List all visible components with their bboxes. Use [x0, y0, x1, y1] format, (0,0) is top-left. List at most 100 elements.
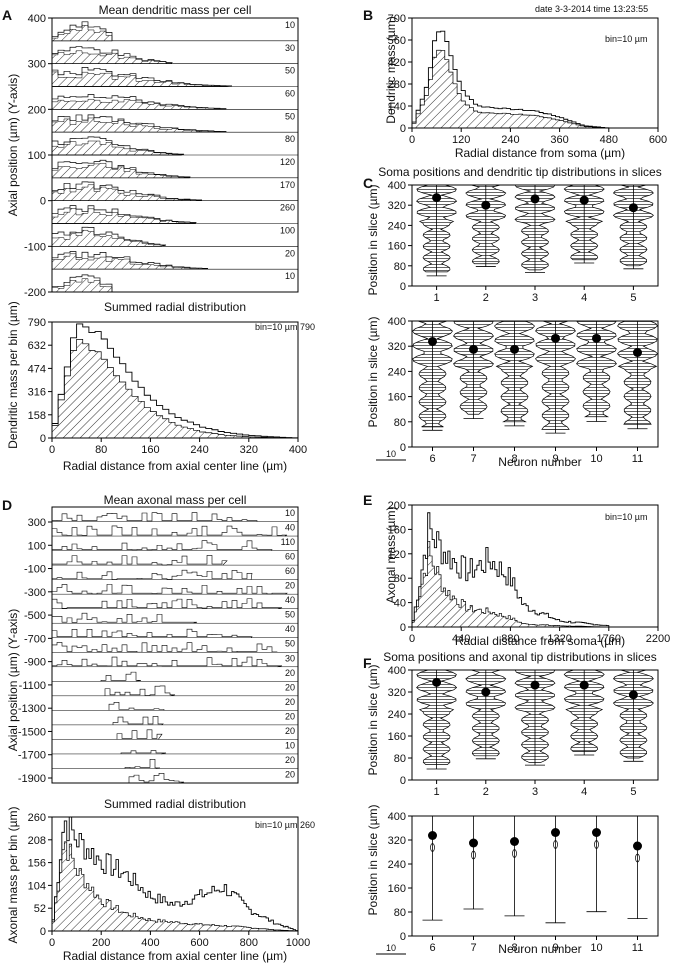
panel-a-row-hatched [51, 98, 227, 110]
date-stamp: date 3-3-2014 time 13:23:55 [535, 4, 648, 14]
D2-xtick-label: 1000 [286, 937, 310, 949]
A2-hatched-series [51, 339, 299, 439]
C-1-ytick-label: 320 [388, 341, 406, 353]
A2-xtick-label: 80 [95, 444, 107, 456]
panel-d-ytick-label: -300 [24, 587, 46, 599]
F-0-ytick-label: 320 [388, 687, 406, 699]
D2-ytick-label: 52 [34, 903, 46, 915]
panel-f-ylabel-bottom: Position in slice (µm) [366, 805, 380, 916]
F-xtick-label: 1 [434, 786, 440, 798]
panel-d-row-label: 20 [285, 682, 295, 692]
F-0-ytick-label: 160 [388, 731, 406, 743]
panel-d-row-label: 20 [285, 668, 295, 678]
F-xtick-label: 5 [630, 786, 636, 798]
F-xtick-label: 8 [511, 942, 517, 954]
panel-a-ytick-label: 200 [28, 104, 46, 116]
panel-d-row-outline [51, 569, 253, 580]
A2-xtick-label: 320 [240, 444, 258, 456]
panel-a-row-label: 260 [280, 203, 295, 213]
panel-a-row-outline [51, 21, 113, 42]
panel-d2-bin: bin=10 µm [255, 820, 297, 830]
C-0-ytick-label: 400 [388, 180, 406, 192]
F-1-ytick-label: 160 [388, 883, 406, 895]
panel-a-row-label: 10 [285, 271, 295, 281]
F-soma-point [551, 828, 560, 837]
panel-d-row-outline [108, 701, 165, 711]
panel-d-row-label: 20 [285, 726, 295, 736]
panel-d-row-outline [112, 716, 164, 726]
panel-f-xlabel: Neuron number [498, 942, 581, 956]
panel-d-row-label: 60 [285, 552, 295, 562]
F-tip-distribution [416, 669, 458, 765]
panel-a-ytick-label: -100 [24, 241, 46, 253]
F-xtick-label: 4 [581, 786, 587, 798]
D2-ytick-label: 0 [40, 926, 46, 938]
panel-d2-xlabel: Radial distance from axial center line (… [63, 949, 287, 963]
panel-a-row-outline [51, 67, 233, 87]
F-tip-marker [635, 853, 640, 863]
E-xtick-label: 2200 [646, 633, 670, 645]
panel-d-row-outline [51, 612, 198, 624]
panel-letter-f: F [363, 655, 372, 671]
B-xtick-label: 0 [409, 134, 415, 146]
panel-a-row-hatched [51, 278, 113, 293]
E-xtick-label: 880 [501, 633, 519, 645]
A2-ytick-label: 316 [28, 387, 46, 399]
F-tip-marker [594, 840, 599, 849]
C-soma-point [579, 195, 589, 205]
C-tip-distribution [514, 184, 556, 271]
panel-d-row-outline [51, 512, 258, 522]
D2-xtick-label: 400 [141, 937, 159, 949]
panel-d-ytick-label: 300 [28, 517, 46, 529]
C-soma-point [481, 200, 491, 210]
panel-a-row-label: 170 [280, 180, 295, 190]
C-tip-distribution [563, 184, 605, 261]
C-xtick-label: 7 [470, 453, 476, 465]
C-soma-point [510, 344, 519, 354]
panel-b-bin: bin=10 µm [605, 34, 647, 44]
F-soma-point [633, 841, 642, 851]
C-soma-point [551, 333, 560, 343]
B-ytick-label: 560 [388, 35, 406, 47]
panel-d-row-outline [120, 750, 167, 755]
C-tip-distribution [494, 320, 535, 423]
F-xtick-label: 3 [532, 786, 538, 798]
F-tip-marker [512, 849, 517, 858]
B-xtick-label: 360 [550, 134, 568, 146]
C-xtick-label: 5 [630, 292, 636, 304]
panel-a-row-outline [51, 181, 203, 202]
panel-letter-a: A [2, 7, 12, 23]
panel-d-ytick-label: -1700 [18, 750, 46, 762]
D2-ytick-label: 104 [28, 880, 46, 892]
C-xtick-label: 11 [632, 453, 643, 465]
panel-a-row-label: 50 [285, 111, 295, 121]
panel-a-ytick-label: 100 [28, 150, 46, 162]
panel-a2-ylabel: Dendritic mass per bin (µm) [6, 301, 20, 449]
C-xtick-label: 8 [511, 453, 517, 465]
panel-a-row-label: 100 [280, 226, 295, 236]
panel-d-row-outline [51, 540, 273, 551]
E-frame [411, 504, 659, 628]
F-xtick-label: 6 [429, 942, 435, 954]
F-tip-distribution [612, 669, 654, 759]
E-xtick-label: 440 [452, 633, 470, 645]
B-xtick-label: 600 [649, 134, 667, 146]
E-xtick-label: 1320 [547, 633, 571, 645]
E-outer-series [411, 512, 610, 628]
panel-d-row-label: 20 [285, 755, 295, 765]
panel-d2-ylabel: Axonal mass per bin (µm) [6, 807, 20, 944]
panel-a-row-outline [51, 226, 167, 247]
panel-a-ytick-label: 300 [28, 59, 46, 71]
panel-d-row-outline [51, 525, 288, 537]
C-tip-distribution [535, 320, 576, 430]
panel-d-row-label: 50 [285, 610, 295, 620]
panel-e-xlabel: Radial distance from soma (µm) [455, 634, 625, 648]
C-xtick-label: 3 [532, 292, 538, 304]
D2-xtick-label: 800 [240, 937, 258, 949]
D2-ytick-label: 208 [28, 835, 46, 847]
panel-d-row-label: 110 [281, 537, 295, 547]
C-1-ytick-label: 80 [394, 417, 406, 429]
panel-a-row-label: 10 [285, 20, 295, 30]
panel-f-scale-label: 10 [386, 943, 396, 953]
